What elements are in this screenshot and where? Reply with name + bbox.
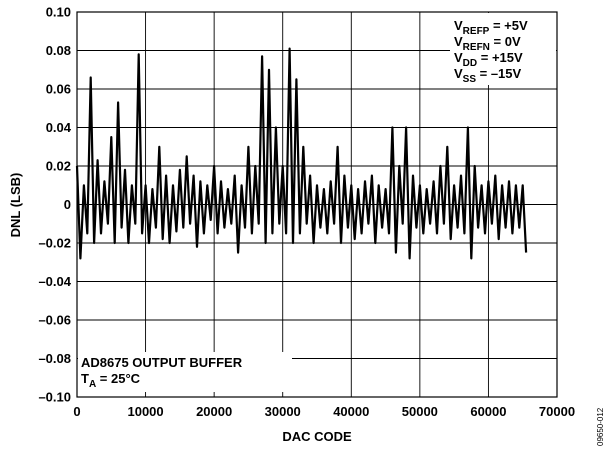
tick-labels: 0 10000 20000 30000 40000 50000 60000 70000 0.10… (38, 5, 575, 420)
condition-vrefn-main: V (454, 34, 463, 49)
y-tick-label: 0.08 (46, 43, 71, 58)
x-tick-label: 70000 (539, 404, 575, 419)
y-tick-label: 0 (64, 197, 71, 212)
x-tick-label: 30000 (265, 404, 301, 419)
x-tick-label: 0 (73, 404, 80, 419)
condition-vrefn: VREFN = 0V (454, 34, 521, 53)
condition-vrefp-value: = +5V (489, 18, 528, 33)
y-tick-label: –0.04 (38, 274, 71, 289)
y-tick-label: –0.10 (38, 390, 71, 405)
y-tick-label: 0.04 (46, 120, 72, 135)
condition-vss: VSS = –15V (454, 66, 522, 85)
condition-vrefp-sub: REFP (463, 26, 490, 37)
condition-vrefp-main: V (454, 18, 463, 33)
y-tick-label: –0.08 (38, 351, 71, 366)
x-tick-label: 10000 (127, 404, 163, 419)
condition-vdd: VDD = +15V (454, 50, 523, 69)
y-tick-label: –0.02 (38, 236, 71, 251)
x-tick-label: 40000 (333, 404, 369, 419)
x-tick-label: 20000 (196, 404, 232, 419)
y-tick-label: 0.02 (46, 159, 71, 174)
note-temperature-sub: A (89, 379, 96, 390)
x-axis-label: DAC CODE (282, 429, 352, 444)
condition-vrefn-value: = 0V (490, 34, 521, 49)
y-tick-label: 0.10 (46, 5, 71, 20)
dnl-series-line (75, 47, 528, 260)
condition-vss-main: V (454, 66, 463, 81)
x-tick-label: 60000 (470, 404, 506, 419)
condition-vrefn-sub: REFN (463, 42, 490, 53)
note-box (78, 352, 292, 392)
condition-vrefp: VREFP = +5V (454, 18, 528, 37)
note-temperature: TA = 25°C (81, 371, 141, 390)
y-tick-label: 0.06 (46, 82, 71, 97)
plot-frame (76, 11, 558, 398)
x-tick-label: 50000 (402, 404, 438, 419)
conditions-box (450, 13, 556, 85)
y-tick-label: –0.06 (38, 313, 71, 328)
figure-id: 09650-012 (596, 407, 605, 446)
condition-vdd-sub: DD (463, 58, 477, 69)
series-layer (75, 47, 528, 260)
note-annotation: AD8675 OUTPUT BUFFER TA = 25°C (81, 355, 243, 390)
note-temperature-value: = 25°C (96, 371, 140, 386)
note-device: AD8675 OUTPUT BUFFER (81, 355, 243, 370)
condition-vdd-value: = +15V (477, 50, 523, 65)
condition-vdd-main: V (454, 50, 463, 65)
conditions-annotation: VREFP = +5V VREFN = 0V VDD = +15V VSS = … (454, 18, 528, 85)
note-temperature-main: T (81, 371, 89, 386)
condition-vss-value: = –15V (476, 66, 522, 81)
condition-vss-sub: SS (463, 74, 477, 85)
y-axis-label: DNL (LSB) (8, 173, 23, 238)
